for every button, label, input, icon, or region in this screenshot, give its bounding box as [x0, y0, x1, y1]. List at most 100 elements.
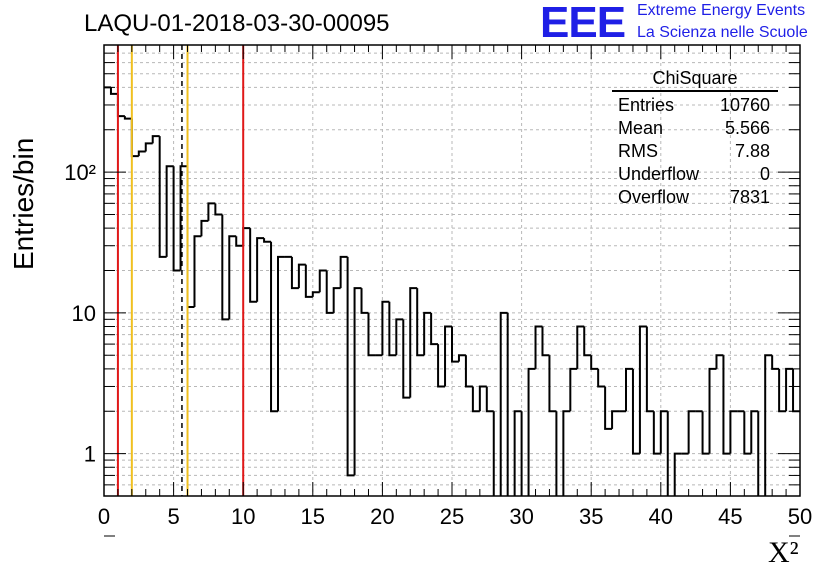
- histogram-bin: [137, 150, 146, 157]
- histogram-bin: [249, 228, 258, 303]
- histogram-bin: [409, 287, 418, 398]
- histogram-bin: [437, 344, 446, 388]
- histogram-bin: [256, 237, 265, 302]
- histogram-bin: [576, 325, 585, 369]
- x-tick-label: 25: [440, 504, 464, 529]
- histogram-bin: [597, 368, 606, 388]
- histogram-bin: [214, 203, 223, 216]
- histogram-bin: [785, 367, 794, 412]
- y-tick-label: 10²: [64, 160, 96, 185]
- histogram-bin: [172, 166, 181, 272]
- histogram-bin: [604, 386, 613, 430]
- histogram-bin: [179, 165, 188, 271]
- histogram-bin: [548, 355, 557, 413]
- x-tick-label: 50: [788, 504, 812, 529]
- histogram-bin: [478, 385, 487, 412]
- histogram-bin: [638, 325, 647, 454]
- histogram-bin: [771, 355, 780, 370]
- histogram-bin: [186, 166, 195, 309]
- histogram-bin: [541, 326, 550, 357]
- histogram-bin: [625, 367, 633, 412]
- histogram-bin: [444, 325, 452, 387]
- histogram-bin: [235, 236, 244, 247]
- stats-value: 10760: [719, 95, 770, 115]
- y-tick-label: 10: [72, 301, 96, 326]
- histogram-bin: [555, 411, 558, 496]
- stats-row-mean: Mean 5.566: [612, 117, 778, 140]
- histogram-bin: [645, 326, 654, 413]
- histogram-bin: [123, 116, 132, 120]
- histogram-bin: [346, 256, 355, 477]
- histogram-bin: [311, 291, 320, 297]
- histogram-bin: [471, 386, 480, 413]
- histogram-bin: [325, 270, 334, 314]
- histogram-bin: [290, 256, 299, 290]
- histogram-bin: [297, 263, 306, 289]
- histogram-bin: [158, 136, 167, 258]
- histogram-bin: [485, 386, 494, 413]
- histogram-bin: [318, 269, 327, 293]
- histogram-bin: [332, 287, 341, 313]
- stats-label: Underflow: [618, 164, 700, 184]
- histogram-bin: [193, 235, 202, 308]
- histogram-bin: [590, 355, 599, 370]
- histogram-bin: [513, 410, 522, 496]
- y-tick-label: 1: [84, 442, 96, 467]
- stats-row-underflow: Underflow 0: [612, 163, 778, 186]
- histogram-bin: [221, 214, 230, 321]
- histogram-bin: [464, 355, 473, 388]
- logo-subtitle-1: Extreme Energy Events: [637, 2, 806, 19]
- stats-value: 5.566: [724, 118, 770, 138]
- histogram-bin: [729, 410, 738, 454]
- x-tick-label: 45: [718, 504, 742, 529]
- stats-label: Entries: [618, 95, 675, 115]
- x-tick-label: 10: [231, 504, 255, 529]
- histogram-bin: [534, 325, 543, 369]
- x-tick-label: 20: [370, 504, 394, 529]
- histogram-bin: [381, 300, 390, 356]
- histogram-bin: [701, 411, 710, 455]
- histogram-bin: [520, 411, 523, 496]
- histogram-bin: [430, 312, 439, 346]
- histogram-bin: [304, 264, 313, 298]
- histogram-bin: [750, 410, 759, 454]
- plot-title: LAQU-01-2018-03-30-00095: [84, 10, 390, 37]
- histogram-bin: [367, 312, 376, 357]
- stats-row-rms: RMS 7.88: [612, 140, 778, 163]
- histogram-bin: [743, 411, 752, 455]
- histogram-bin: [673, 452, 682, 496]
- histogram-bin: [757, 411, 760, 496]
- histogram-bin: [395, 318, 404, 356]
- histogram-bin: [611, 410, 620, 429]
- histogram-bin: [506, 312, 509, 496]
- histogram-bin: [569, 367, 578, 412]
- histogram-bin: [499, 311, 508, 496]
- histogram-bin: [353, 287, 362, 476]
- histogram-bin: [492, 411, 495, 496]
- histogram-bin: [228, 235, 237, 320]
- x-tick-label: 35: [579, 504, 603, 529]
- stats-label: Mean: [618, 118, 664, 138]
- histogram-bin: [109, 87, 118, 95]
- stats-label: RMS: [618, 141, 658, 161]
- histogram-bin: [666, 411, 669, 496]
- histogram-bin: [722, 355, 731, 455]
- histogram-bin: [388, 301, 397, 357]
- histogram-bin: [402, 319, 411, 399]
- histogram-bin: [151, 135, 160, 144]
- x-tick-label: 15: [301, 504, 325, 529]
- histogram-bin: [708, 367, 717, 454]
- x-tick-label: 5: [167, 504, 179, 529]
- histogram-bin: [242, 227, 251, 246]
- histogram-bin: [764, 354, 773, 496]
- eee-logo: EEE: [540, 0, 626, 47]
- histogram-bin: [423, 311, 432, 356]
- stats-title: ChiSquare: [612, 68, 778, 92]
- stats-label: Overflow: [618, 187, 690, 207]
- x-tick-label: 40: [649, 504, 673, 529]
- histogram-bin: [687, 410, 696, 454]
- histogram-bin: [277, 255, 285, 412]
- histogram-bin: [778, 368, 787, 413]
- x-axis-label: X²: [768, 536, 799, 569]
